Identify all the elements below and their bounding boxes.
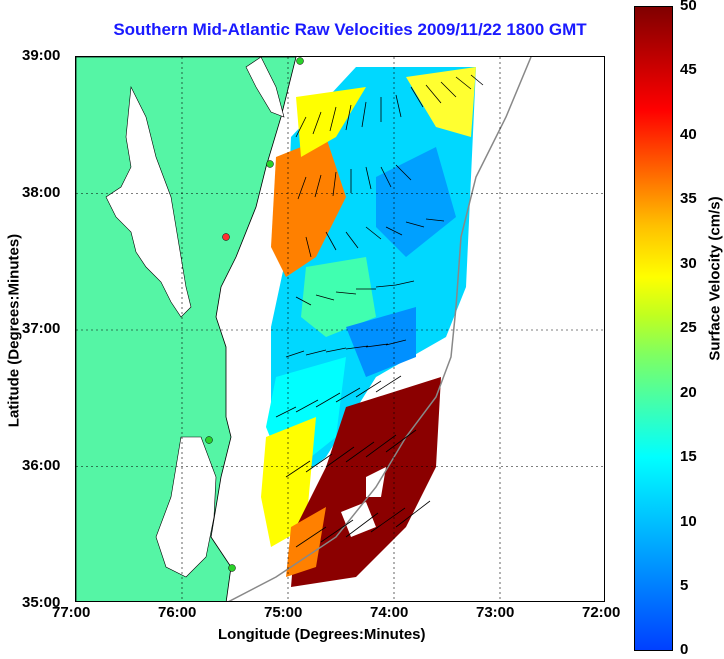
x-tick-label: 77:00 xyxy=(52,604,91,621)
x-tick-label: 74:00 xyxy=(370,604,409,621)
colorbar-tick: 20 xyxy=(680,384,697,401)
map-title: Southern Mid-Atlantic Raw Velocities 200… xyxy=(113,20,587,39)
x-tick-label: 76:00 xyxy=(158,604,197,621)
colorbar-tick: 50 xyxy=(680,0,697,14)
shelf-contour xyxy=(228,57,532,601)
x-tick-label: 73:00 xyxy=(476,604,515,621)
colorbar-tick: 25 xyxy=(680,319,697,336)
colorbar-tick: 30 xyxy=(680,255,697,272)
y-axis-label: Latitude (Degrees:Minutes) xyxy=(5,233,23,428)
y-tick-label: 37:00 xyxy=(22,320,61,337)
colorbar-tick: 35 xyxy=(680,190,697,207)
y-tick-label: 38:00 xyxy=(22,184,61,201)
grid-lines xyxy=(76,57,604,601)
y-tick-label: 35:00 xyxy=(22,594,61,611)
colorbar-tick: 45 xyxy=(680,61,697,78)
velocity-field xyxy=(261,67,476,587)
velocity-map xyxy=(75,56,605,602)
station-marker xyxy=(266,160,274,168)
colorbar-tick: 40 xyxy=(680,126,697,143)
colorbar-tick: 10 xyxy=(680,513,697,530)
station-marker xyxy=(222,233,230,241)
colorbar-label: Surface Velocity (cm/s) xyxy=(706,196,724,361)
station-marker xyxy=(296,57,304,65)
map-canvas xyxy=(76,57,604,601)
delaware-bay xyxy=(245,57,285,118)
colorbar-tick: 15 xyxy=(680,448,697,465)
y-tick-label: 36:00 xyxy=(22,457,61,474)
colorbar-tick: 5 xyxy=(680,577,689,594)
colorbar xyxy=(634,6,673,651)
x-axis-label: Longitude (Degrees:Minutes) xyxy=(218,626,426,643)
colorbar-tick: 0 xyxy=(680,641,689,658)
x-tick-label: 75:00 xyxy=(264,604,303,621)
station-marker xyxy=(228,564,236,572)
y-tick-label: 39:00 xyxy=(22,47,61,64)
velocity-vectors xyxy=(275,74,484,548)
pamlico-sound xyxy=(155,436,217,578)
x-tick-label: 72:00 xyxy=(582,604,621,621)
station-marker xyxy=(205,436,213,444)
chesapeake-bay xyxy=(105,85,192,318)
